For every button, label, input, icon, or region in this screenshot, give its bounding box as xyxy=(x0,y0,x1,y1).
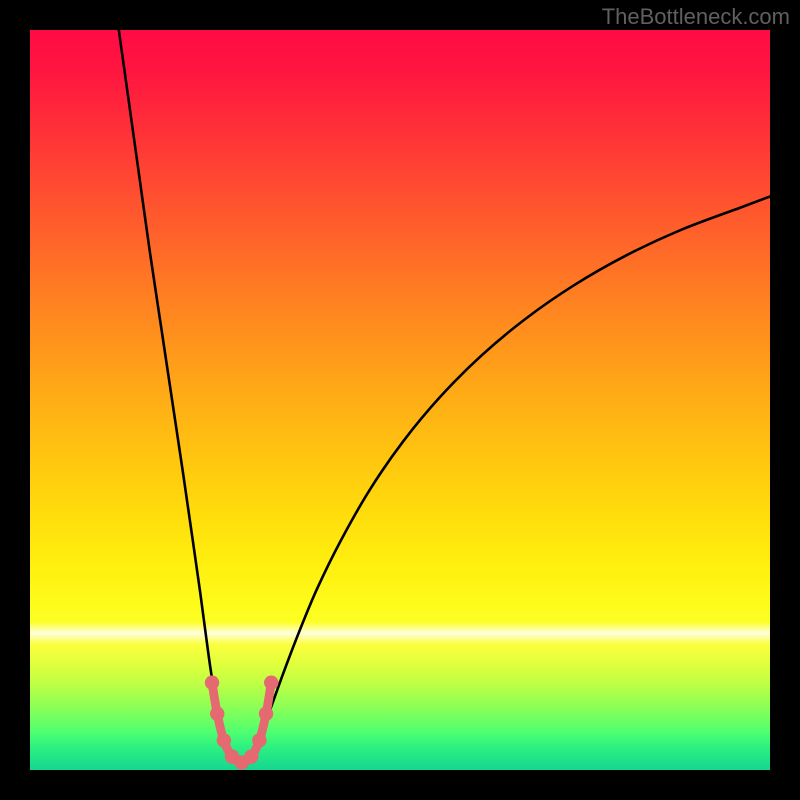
marker-point xyxy=(252,733,266,747)
marker-point xyxy=(217,733,231,747)
marker-point xyxy=(259,707,273,721)
chart-svg xyxy=(30,30,770,770)
watermark-text: TheBottleneck.com xyxy=(602,4,790,30)
chart-background xyxy=(30,30,770,770)
marker-point xyxy=(264,675,278,689)
marker-point xyxy=(205,675,219,689)
chart-plot-area xyxy=(30,30,770,770)
marker-point xyxy=(244,749,258,763)
marker-point xyxy=(210,707,224,721)
